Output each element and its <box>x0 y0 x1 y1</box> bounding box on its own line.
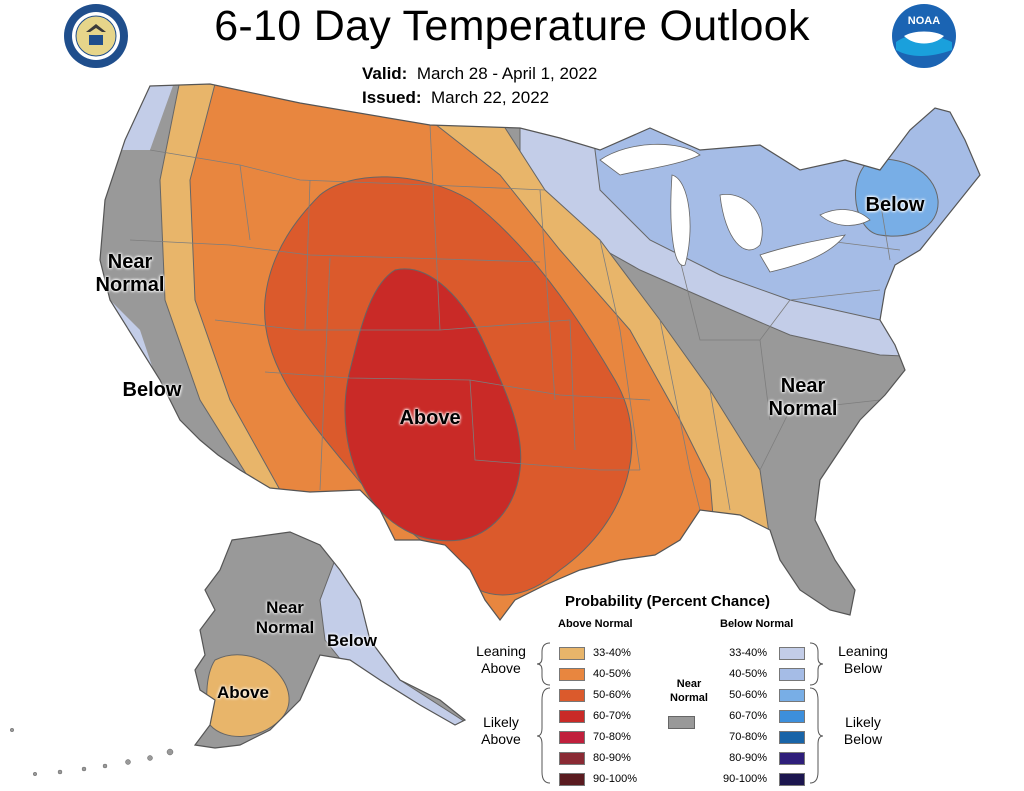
legend-below-row: 50-60% <box>470 689 820 703</box>
label-center-above: Above <box>399 407 461 429</box>
issued-date: March 22, 2022 <box>430 88 550 107</box>
legend-near-normal-label: Near Normal <box>670 678 708 704</box>
legend-below-swatch <box>779 731 805 744</box>
legend-likely-above: Likely Above <box>481 714 521 747</box>
legend-below-row: 40-50% <box>470 668 820 682</box>
noaa-logo-text: NOAA <box>908 15 940 27</box>
legend-leaning-below: Leaning Below <box>838 643 888 676</box>
valid-dates: March 28 - April 1, 2022 <box>416 64 598 83</box>
label-west-below: Below <box>122 379 182 401</box>
legend-below-row: 80-90% <box>470 752 820 766</box>
legend-above-row: 60-70% <box>470 710 820 724</box>
noaa-logo-icon: NOAA <box>892 4 956 68</box>
legend-above-range-label: 33-40% <box>593 647 631 659</box>
legend-below-range-label: 33-40% <box>729 647 767 659</box>
legend-above-range-label: 50-60% <box>593 689 631 701</box>
legend-above-swatch <box>559 668 585 681</box>
label-west-near-normal: Near Normal <box>95 251 165 296</box>
legend-below-range-label: 80-90% <box>729 752 767 764</box>
legend-above-swatch <box>559 731 585 744</box>
legend-below-range-label: 50-60% <box>729 689 767 701</box>
legend-above-row: 80-90% <box>470 752 820 766</box>
legend-likely-below: Likely Below <box>843 714 883 747</box>
legend-above-range-label: 80-90% <box>593 752 631 764</box>
legend-below-header: Below Normal <box>720 618 794 630</box>
legend-above-swatch <box>559 773 585 786</box>
legend-below-swatch <box>779 710 805 723</box>
legend-above-swatch <box>559 710 585 723</box>
legend-above-swatch <box>559 647 585 660</box>
page-title: 6-10 Day Temperature Outlook <box>214 2 810 50</box>
legend-above-row: 50-60% <box>470 689 820 703</box>
issued-line: Issued: March 22, 2022 <box>362 88 549 108</box>
legend-below-swatch <box>779 668 805 681</box>
label-alaska-near-normal: Near Normal <box>255 598 315 637</box>
valid-label: Valid: <box>362 64 408 83</box>
legend-below-range-label: 60-70% <box>729 710 767 722</box>
legend-below-range-label: 40-50% <box>729 668 767 680</box>
legend-below-range-label: 70-80% <box>729 731 767 743</box>
legend-above-range-label: 40-50% <box>593 668 631 680</box>
label-alaska-above: Above <box>217 683 269 702</box>
legend-above-swatch <box>559 752 585 765</box>
legend-below-row: 33-40% <box>470 647 820 661</box>
legend-above-row: 40-50% <box>470 668 820 682</box>
above-brace-icon <box>536 642 551 784</box>
legend-near-normal-swatch <box>668 716 695 729</box>
issued-label: Issued: <box>362 88 422 107</box>
below-brace-icon <box>809 642 824 784</box>
legend-above-row: 90-100% <box>470 773 820 787</box>
legend-below-row: 60-70% <box>470 710 820 724</box>
legend-below-row: 90-100% <box>470 773 820 787</box>
legend-below-swatch <box>779 647 805 660</box>
legend-above-header: Above Normal <box>558 618 633 630</box>
legend-above-range-label: 60-70% <box>593 710 631 722</box>
legend-below-swatch <box>779 689 805 702</box>
legend-above-range-label: 90-100% <box>593 773 638 785</box>
legend-leaning-above: Leaning Above <box>476 643 526 676</box>
label-southeast-near-normal: Near Normal <box>768 375 838 420</box>
legend-above-swatch <box>559 689 585 702</box>
valid-line: Valid: March 28 - April 1, 2022 <box>362 64 597 84</box>
legend-above-row: 33-40% <box>470 647 820 661</box>
department-of-commerce-seal-icon <box>64 4 128 68</box>
legend-above-range-label: 70-80% <box>593 731 631 743</box>
probability-legend: Probability (Percent Chance) Above Norma… <box>470 592 888 788</box>
label-northeast-below: Below <box>865 194 925 216</box>
legend-above-row: 70-80% <box>470 731 820 745</box>
legend-below-range-label: 90-100% <box>723 773 768 785</box>
legend-title: Probability (Percent Chance) <box>565 593 771 610</box>
legend-below-row: 70-80% <box>470 731 820 745</box>
legend-below-swatch <box>779 752 805 765</box>
legend-below-swatch <box>779 773 805 786</box>
label-alaska-below: Below <box>326 631 378 650</box>
